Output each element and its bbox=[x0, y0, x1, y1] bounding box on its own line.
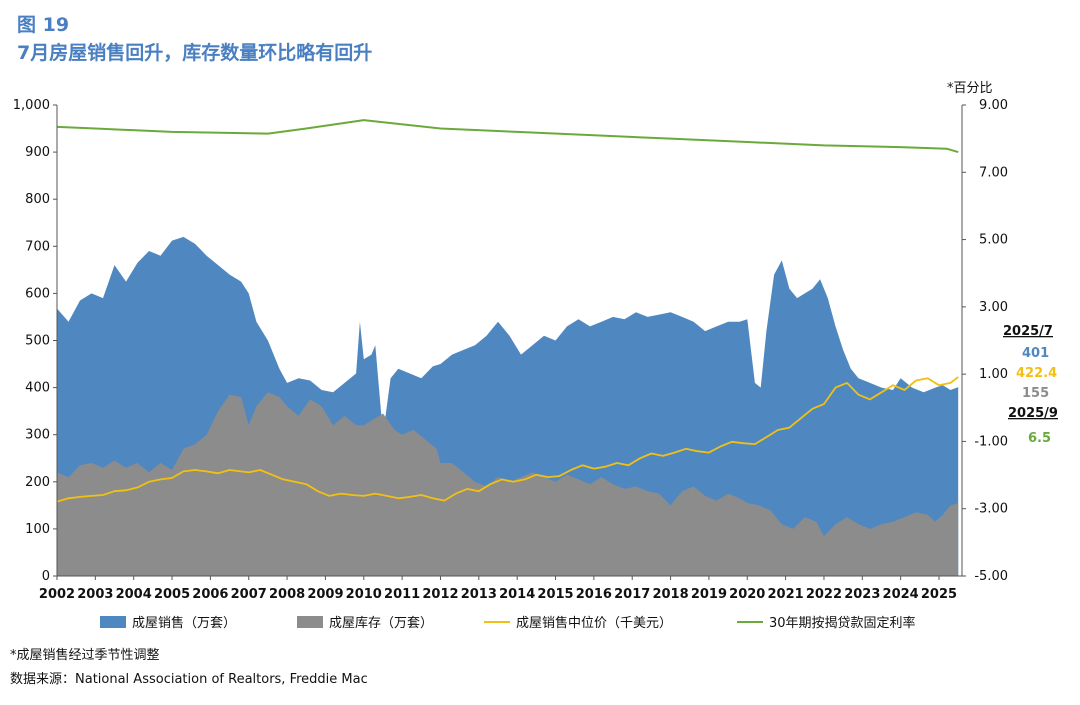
right-tick-label: 9.00 bbox=[979, 98, 1008, 113]
legend-label: 30年期按揭贷款固定利率 bbox=[769, 615, 916, 631]
left-axis-ticks: 0 100 200 300 400 500 600 700 800 900 1,000 bbox=[13, 98, 57, 584]
source-note: 数据来源：National Association of Realtors, F… bbox=[10, 672, 368, 687]
x-tick-label: 2019 bbox=[691, 587, 727, 602]
left-tick-label: 200 bbox=[25, 475, 50, 490]
x-tick-label: 2004 bbox=[116, 587, 152, 602]
right-tick-label: 1.00 bbox=[979, 367, 1008, 382]
x-tick-label: 2013 bbox=[461, 587, 497, 602]
x-tick-label: 2025 bbox=[921, 587, 957, 602]
legend-label: 成屋库存（万套） bbox=[329, 615, 433, 631]
x-tick-label: 2020 bbox=[729, 587, 765, 602]
left-tick-label: 600 bbox=[25, 286, 50, 301]
left-tick-label: 100 bbox=[25, 522, 50, 537]
legend-label: 成屋销售（万套） bbox=[132, 615, 236, 631]
right-tick-label: 5.00 bbox=[979, 233, 1008, 248]
x-tick-label: 2011 bbox=[384, 587, 420, 602]
right-tick-label: -1.00 bbox=[974, 434, 1008, 449]
x-tick-label: 2018 bbox=[652, 587, 688, 602]
legend-swatch bbox=[100, 616, 126, 628]
x-tick-label: 2007 bbox=[231, 587, 267, 602]
x-tick-label: 2008 bbox=[269, 587, 305, 602]
left-tick-label: 500 bbox=[25, 334, 50, 349]
x-tick-label: 2022 bbox=[806, 587, 842, 602]
left-tick-label: 800 bbox=[25, 192, 50, 207]
seasonal-note: *成屋销售经过季节性调整 bbox=[10, 648, 160, 663]
annotation-date-2025-9: 2025/9 bbox=[1008, 406, 1058, 421]
x-tick-label: 2002 bbox=[39, 587, 75, 602]
series-line-3 bbox=[56, 119, 959, 154]
annotation-price-value: 422.4 bbox=[1016, 366, 1057, 381]
x-tick-label: 2021 bbox=[768, 587, 804, 602]
annotation-inventory-value: 155 bbox=[1022, 386, 1049, 401]
area-layer bbox=[57, 236, 959, 576]
right-tick-label: -5.00 bbox=[974, 569, 1008, 584]
series-line-2 bbox=[56, 376, 959, 503]
right-tick-label: 3.00 bbox=[979, 300, 1008, 315]
series-area-1 bbox=[57, 392, 959, 576]
x-tick-label: 2009 bbox=[307, 587, 343, 602]
left-tick-label: 700 bbox=[25, 239, 50, 254]
annotations: 2025/7 401 422.4 155 2025/9 6.5 bbox=[1003, 324, 1058, 446]
x-tick-label: 2015 bbox=[537, 587, 573, 602]
x-axis-ticks: 2002 2003 2004 2005 2006 2007 2008 2009 2010 2011… bbox=[39, 576, 957, 602]
x-tick-label: 2023 bbox=[844, 587, 880, 602]
x-tick-label: 2016 bbox=[576, 587, 612, 602]
x-tick-label: 2014 bbox=[499, 587, 535, 602]
figure-label: 图 19 bbox=[17, 14, 70, 36]
right-axis-ticks: -5.00 -3.00 -1.00 1.00 3.00 5.00 7.00 9.00 bbox=[962, 98, 1008, 584]
x-tick-label: 2017 bbox=[614, 587, 650, 602]
right-axis-label: *百分比 bbox=[947, 81, 993, 96]
left-tick-label: 900 bbox=[25, 145, 50, 160]
line-layer bbox=[56, 119, 959, 503]
figure-title: 7月房屋销售回升，库存数量环比略有回升 bbox=[17, 42, 373, 64]
left-tick-label: 0 bbox=[42, 569, 50, 584]
annotation-date-2025-7: 2025/7 bbox=[1003, 324, 1053, 339]
x-tick-label: 2006 bbox=[192, 587, 228, 602]
x-tick-label: 2012 bbox=[422, 587, 458, 602]
legend-swatch bbox=[297, 616, 323, 628]
right-tick-label: 7.00 bbox=[979, 165, 1008, 180]
legend: 成屋销售（万套） 成屋库存（万套） 成屋销售中位价（千美元） 30年期按揭贷款固定利率 bbox=[100, 615, 916, 631]
annotation-rate-value: 6.5 bbox=[1028, 431, 1051, 446]
left-tick-label: 300 bbox=[25, 428, 50, 443]
left-tick-label: 1,000 bbox=[13, 98, 50, 113]
x-tick-label: 2010 bbox=[346, 587, 382, 602]
legend-label: 成屋销售中位价（千美元） bbox=[516, 615, 672, 631]
left-tick-label: 400 bbox=[25, 381, 50, 396]
right-tick-label: -3.00 bbox=[974, 502, 1008, 517]
x-tick-label: 2003 bbox=[77, 587, 113, 602]
x-tick-label: 2024 bbox=[883, 587, 919, 602]
annotation-sales-value: 401 bbox=[1022, 346, 1049, 361]
x-tick-label: 2005 bbox=[154, 587, 190, 602]
